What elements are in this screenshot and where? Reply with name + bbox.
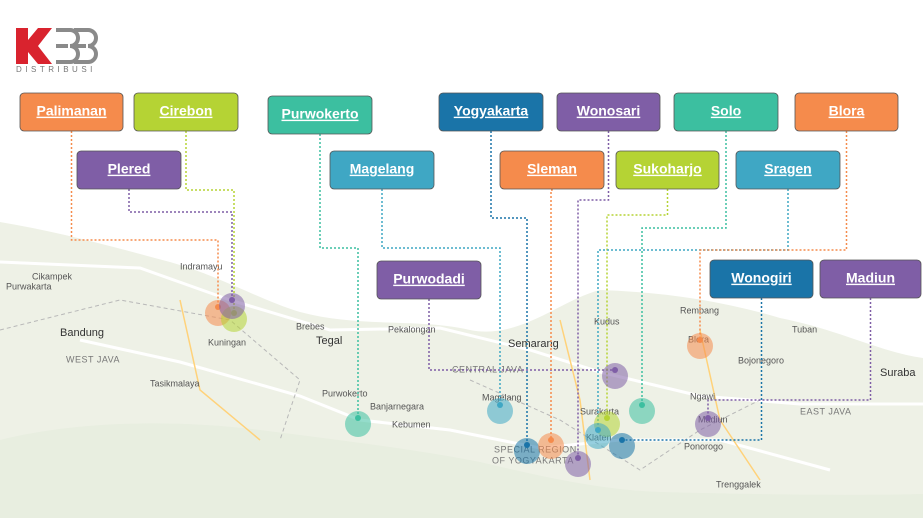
city-box [329,150,435,190]
location-marker [585,423,611,449]
map-label: Kebumen [392,419,431,429]
map-label: Tegal [316,335,342,347]
location-dot [705,415,711,421]
city-label: Wonosari [577,103,641,119]
map-label: WEST JAVA [66,354,120,364]
location-dot [548,437,554,443]
connector [128,189,233,300]
connector [319,134,359,418]
city-label: Sukoharjo [633,161,701,177]
city-box [76,150,182,190]
city-box [376,260,482,300]
connector [707,298,872,418]
location-dot [639,402,645,408]
map-label: Banjarnegara [370,401,424,411]
location-dot [355,415,361,421]
city-label: Purwokerto [281,106,358,122]
map-label: Ngawi [690,391,715,401]
location-dot [229,297,235,303]
location-marker [687,333,713,359]
location-marker [345,411,371,437]
connector [606,189,669,418]
city-box [735,150,841,190]
logo-text: DISTRIBUSI [16,65,96,74]
connector [641,131,727,405]
city-label: Solo [711,103,741,119]
connector [490,131,528,445]
city-label: Yogyakarta [454,103,529,119]
city-label: Wonogiri [731,270,791,286]
location-marker [602,363,628,389]
map-label: Surakarta [580,406,619,416]
connector [622,298,763,441]
location-marker [695,411,721,437]
location-marker [565,451,591,477]
city-label: Blora [829,103,865,119]
connector [577,131,610,458]
city-box [499,150,605,190]
map-label: Tasikmalaya [150,378,200,388]
map-label: Bojonegoro [738,355,784,365]
map-label: Trenggalek [716,479,761,489]
location-marker [219,293,245,319]
city-box [133,92,239,132]
city-label: Plered [108,161,151,177]
map-label: Cikampek [32,271,73,281]
map-label: Pekalongan [388,324,436,334]
location-marker [629,398,655,424]
city-label: Madiun [846,270,895,286]
map-label: EAST JAVA [800,406,852,416]
city-box [794,92,899,132]
map-label: Magelang [482,392,522,402]
connector [550,189,553,440]
city-box [819,259,922,299]
location-dot [497,402,503,408]
city-box [556,92,661,132]
city-label: Purwodadi [393,271,465,287]
city-label: Sragen [764,161,811,177]
location-dot [524,442,530,448]
location-dot [595,427,601,433]
city-label: Sleman [527,161,577,177]
city-box [267,95,373,135]
map-label: Suraba [880,367,916,379]
location-dot [575,455,581,461]
connector [699,131,848,340]
logo: DISTRIBUSI [16,28,98,74]
map-label: Purwakarta [6,281,52,291]
map-label: Brebes [296,321,325,331]
location-marker [609,433,635,459]
map-label: Purwokerto [322,388,368,398]
city-box [615,150,720,190]
connector [597,189,789,430]
city-box [709,259,814,299]
map-label: Semarang [508,338,559,350]
location-dot [612,367,618,373]
location-marker [514,438,540,464]
map-label: Kuningan [208,337,246,347]
city-label: Magelang [350,161,415,177]
map-label: Ponorogo [684,441,723,451]
location-dot [604,415,610,421]
city-box [673,92,779,132]
location-marker [487,398,513,424]
connector [185,131,235,313]
city-label: Palimanan [36,103,106,119]
map-label: Indramayu [180,261,223,271]
city-label: Cirebon [160,103,213,119]
city-box [19,92,124,132]
connector [70,131,219,307]
map-label: Tuban [792,324,817,334]
location-dot [697,337,703,343]
location-marker [538,433,564,459]
location-dot [619,437,625,443]
connector [381,189,501,405]
map-label: Bandung [60,327,104,339]
city-box [438,92,544,132]
